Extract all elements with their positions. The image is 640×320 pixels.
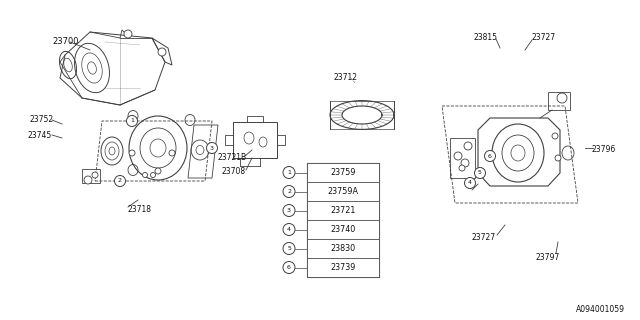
Bar	[307, 163, 379, 182]
Text: 23797: 23797	[535, 252, 559, 261]
Text: 23721: 23721	[330, 206, 356, 215]
Text: 23752: 23752	[30, 116, 54, 124]
Circle shape	[461, 159, 469, 167]
Text: 5: 5	[287, 246, 291, 251]
Text: 23739: 23739	[330, 263, 356, 272]
Circle shape	[207, 142, 218, 154]
Text: 23815: 23815	[474, 33, 498, 42]
Text: A094001059: A094001059	[576, 305, 625, 314]
Circle shape	[454, 152, 462, 160]
Circle shape	[552, 133, 558, 139]
Bar	[307, 182, 379, 201]
Text: 2: 2	[287, 189, 291, 194]
Text: 4: 4	[287, 227, 291, 232]
Text: 23712: 23712	[333, 73, 357, 82]
Bar	[307, 201, 379, 220]
Text: 23727: 23727	[472, 234, 496, 243]
Circle shape	[129, 150, 135, 156]
Circle shape	[474, 167, 486, 179]
Text: 23718: 23718	[128, 205, 152, 214]
Circle shape	[283, 204, 295, 217]
Circle shape	[464, 142, 472, 150]
Circle shape	[155, 168, 161, 174]
Circle shape	[127, 116, 138, 126]
Text: 5: 5	[478, 171, 482, 175]
Text: 1: 1	[287, 170, 291, 175]
Circle shape	[283, 186, 295, 197]
Circle shape	[484, 150, 495, 162]
Circle shape	[283, 166, 295, 179]
Text: 2: 2	[118, 179, 122, 183]
Text: 23708: 23708	[222, 167, 246, 177]
Bar	[307, 220, 379, 239]
Text: 23740: 23740	[330, 225, 356, 234]
Circle shape	[124, 30, 132, 38]
Text: 1: 1	[130, 118, 134, 124]
Text: 4: 4	[468, 180, 472, 186]
Text: 6: 6	[488, 154, 492, 158]
Text: 23700: 23700	[52, 37, 79, 46]
Text: 23759: 23759	[330, 168, 356, 177]
Text: 23721B: 23721B	[218, 153, 247, 162]
Circle shape	[169, 150, 175, 156]
Text: 23759A: 23759A	[328, 187, 358, 196]
Circle shape	[283, 223, 295, 236]
Circle shape	[283, 261, 295, 274]
Text: 3: 3	[210, 146, 214, 150]
Circle shape	[84, 176, 92, 184]
Circle shape	[557, 93, 567, 103]
Circle shape	[115, 175, 125, 187]
Text: 6: 6	[287, 265, 291, 270]
Text: 23745: 23745	[28, 131, 52, 140]
Circle shape	[465, 178, 476, 188]
Text: 23796: 23796	[592, 146, 616, 155]
Text: 23830: 23830	[330, 244, 356, 253]
Text: 23727: 23727	[532, 33, 556, 42]
Circle shape	[150, 172, 156, 178]
Circle shape	[555, 155, 561, 161]
Circle shape	[459, 165, 465, 171]
Circle shape	[143, 172, 147, 178]
Circle shape	[283, 243, 295, 254]
Circle shape	[158, 48, 166, 56]
Circle shape	[92, 172, 98, 178]
Bar	[307, 258, 379, 277]
Bar	[307, 163, 379, 277]
Bar	[307, 239, 379, 258]
Text: 3: 3	[287, 208, 291, 213]
